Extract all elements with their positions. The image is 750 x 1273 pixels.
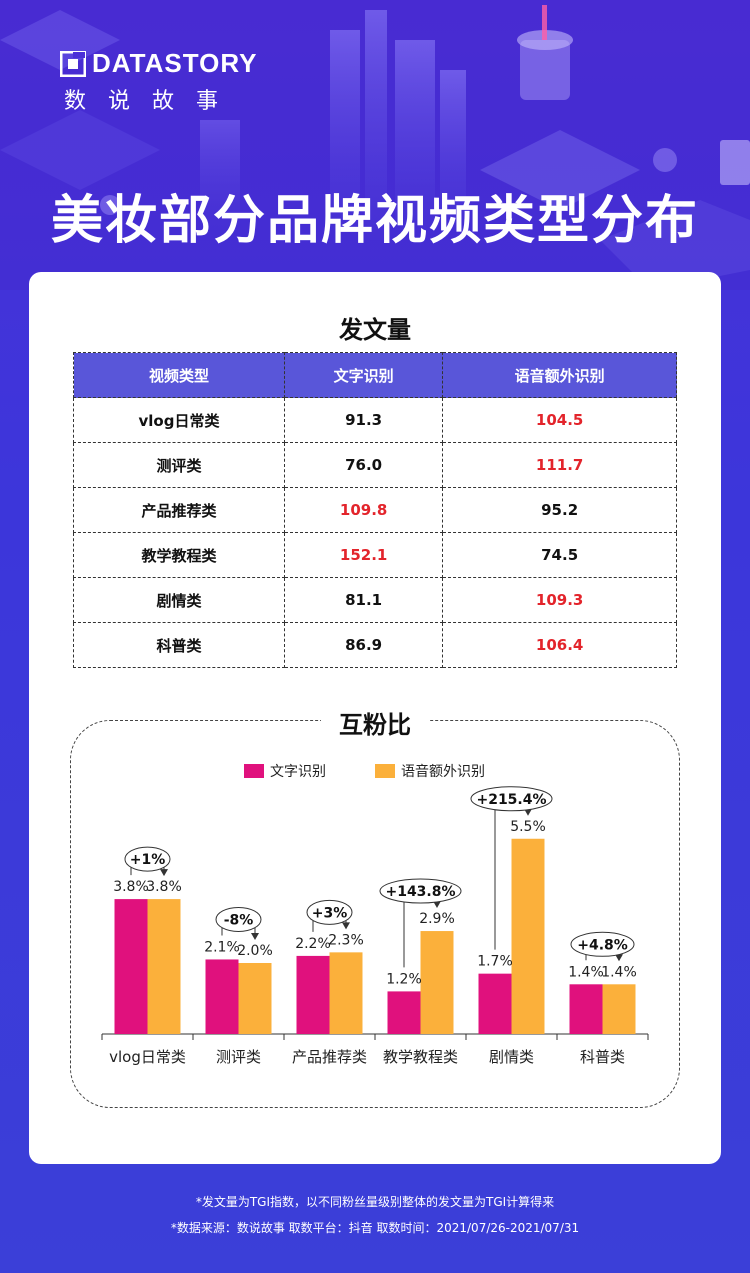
- table-header-cell: 语音额外识别: [442, 352, 677, 398]
- table-cell-voice: 106.4: [442, 622, 677, 668]
- background-illustration: [0, 0, 750, 290]
- change-label: +215.4%: [476, 792, 546, 808]
- change-arrow-head: [342, 922, 350, 930]
- change-arrow-head: [615, 954, 623, 962]
- logo-brand-cn: 数说故事: [64, 89, 241, 114]
- table-row: 产品推荐类 109.8 95.2: [73, 487, 677, 533]
- legend-label: 文字识别: [270, 764, 326, 780]
- change-badge: [570, 931, 635, 957]
- change-badge: [124, 846, 171, 872]
- data-label: 5.5%: [510, 819, 546, 835]
- table-cell-type: 测评类: [73, 442, 285, 488]
- data-label: 2.0%: [237, 943, 273, 959]
- data-label: 3.8%: [146, 879, 182, 895]
- chart-title: 互粉比: [321, 705, 429, 740]
- table-header-cell: 文字识别: [283, 352, 444, 398]
- table-row: 科普类 86.9 106.4: [73, 622, 677, 668]
- change-badge: [215, 906, 262, 932]
- table-cell-voice: 109.3: [442, 577, 677, 623]
- data-label: 1.4%: [601, 964, 637, 980]
- table-header-cell: 视频类型: [73, 352, 285, 398]
- bar-text-recognition: [569, 984, 603, 1034]
- datastory-logo-icon: [60, 50, 86, 77]
- content-card: 发文量 视频类型 文字识别 语音额外识别 vlog日常类 91.3 104.5 测评类…: [29, 272, 721, 1164]
- legend-swatch: [244, 764, 264, 778]
- table-cell-type: 科普类: [73, 622, 285, 668]
- table-row: 测评类 76.0 111.7: [73, 442, 677, 488]
- table-row: 剧情类 81.1 109.3: [73, 577, 677, 623]
- change-badge: [306, 899, 353, 925]
- change-label: +4.8%: [577, 937, 628, 953]
- table-cell-voice: 104.5: [442, 397, 677, 443]
- datastory-logo: DATASTORY 数说故事: [60, 48, 257, 115]
- legend-label: 语音额外识别: [401, 763, 485, 780]
- change-arrow-head: [160, 869, 168, 877]
- bar-voice-recognition: [329, 952, 363, 1034]
- table-cell-text: 109.8: [283, 487, 444, 533]
- footnote-tgi: *发文量为TGI指数，以不同粉丝量级别整体的发文量为TGI计算得来: [195, 1195, 555, 1209]
- footnote-source: *数据来源：数说故事 取数平台：抖音 取数时间：2021/07/26-2021/…: [170, 1221, 580, 1235]
- table-cell-text: 152.1: [283, 532, 444, 578]
- table-cell-type: 剧情类: [73, 577, 285, 623]
- data-label: 1.2%: [386, 971, 422, 987]
- bar-text-recognition: [205, 959, 239, 1034]
- data-label: 2.1%: [204, 939, 240, 955]
- table-cell-text: 81.1: [283, 577, 444, 623]
- table-cell-type: 教学教程类: [73, 532, 285, 578]
- post-volume-table: 视频类型 文字识别 语音额外识别 vlog日常类 91.3 104.5 测评类 76.0…: [73, 352, 677, 668]
- change-arrow-head: [433, 901, 441, 909]
- table-cell-voice: 95.2: [442, 487, 677, 533]
- bar-voice-recognition: [511, 838, 545, 1034]
- table-cell-voice: 74.5: [442, 532, 677, 578]
- change-badge: [470, 786, 553, 812]
- table-row: vlog日常类 91.3 104.5: [73, 397, 677, 443]
- change-label: +1%: [130, 852, 166, 868]
- x-tick-label: 教学教程类: [383, 1048, 458, 1066]
- change-arrow-head: [524, 808, 532, 816]
- page-title: 美妆部分品牌视频类型分布: [50, 191, 699, 251]
- table-cell-type: vlog日常类: [73, 397, 285, 443]
- bar-voice-recognition: [420, 931, 454, 1034]
- bar-text-recognition: [296, 955, 330, 1034]
- table-cell-type: 产品推荐类: [73, 487, 285, 533]
- bar-voice-recognition: [602, 984, 636, 1034]
- table-cell-text: 86.9: [283, 622, 444, 668]
- bar-text-recognition: [387, 991, 421, 1034]
- bar-voice-recognition: [238, 963, 272, 1034]
- table-row: 教学教程类 152.1 74.5: [73, 532, 677, 578]
- x-tick-label: 剧情类: [489, 1048, 534, 1066]
- x-tick-label: 科普类: [580, 1048, 625, 1066]
- change-label: -8%: [224, 912, 254, 928]
- x-tick-label: 测评类: [216, 1048, 261, 1066]
- bar-text-recognition: [478, 973, 512, 1034]
- change-label: +3%: [312, 905, 348, 921]
- data-label: 1.7%: [477, 954, 513, 970]
- logo-brand-text: DATASTORY: [92, 48, 258, 78]
- x-tick-label: vlog日常类: [109, 1048, 186, 1066]
- data-label: 1.4%: [568, 964, 604, 980]
- table-cell-text: 91.3: [283, 397, 444, 443]
- x-tick-label: 产品推荐类: [292, 1048, 367, 1066]
- table-cell-voice: 111.7: [442, 442, 677, 488]
- data-label: 2.9%: [419, 911, 455, 927]
- data-label: 3.8%: [113, 879, 149, 895]
- table-cell-text: 76.0: [283, 442, 444, 488]
- legend-swatch: [375, 764, 395, 778]
- bar-text-recognition: [114, 899, 148, 1034]
- change-badge: [379, 878, 462, 904]
- table-header-row: 视频类型 文字识别 语音额外识别: [73, 352, 677, 398]
- chart-title-wrap: 互粉比: [29, 705, 721, 740]
- data-label: 2.3%: [328, 932, 364, 948]
- change-label: +143.8%: [385, 884, 455, 900]
- bar-voice-recognition: [147, 899, 181, 1034]
- data-label: 2.2%: [295, 936, 331, 952]
- change-arrow-head: [251, 933, 259, 940]
- mutual-follow-ratio-chart: 文字识别 语音额外识别 vlog日常类 3.8%3.8% +1% 测评类 2.1%2.0% -…: [101, 763, 649, 1066]
- table-section-title: 发文量: [339, 316, 411, 344]
